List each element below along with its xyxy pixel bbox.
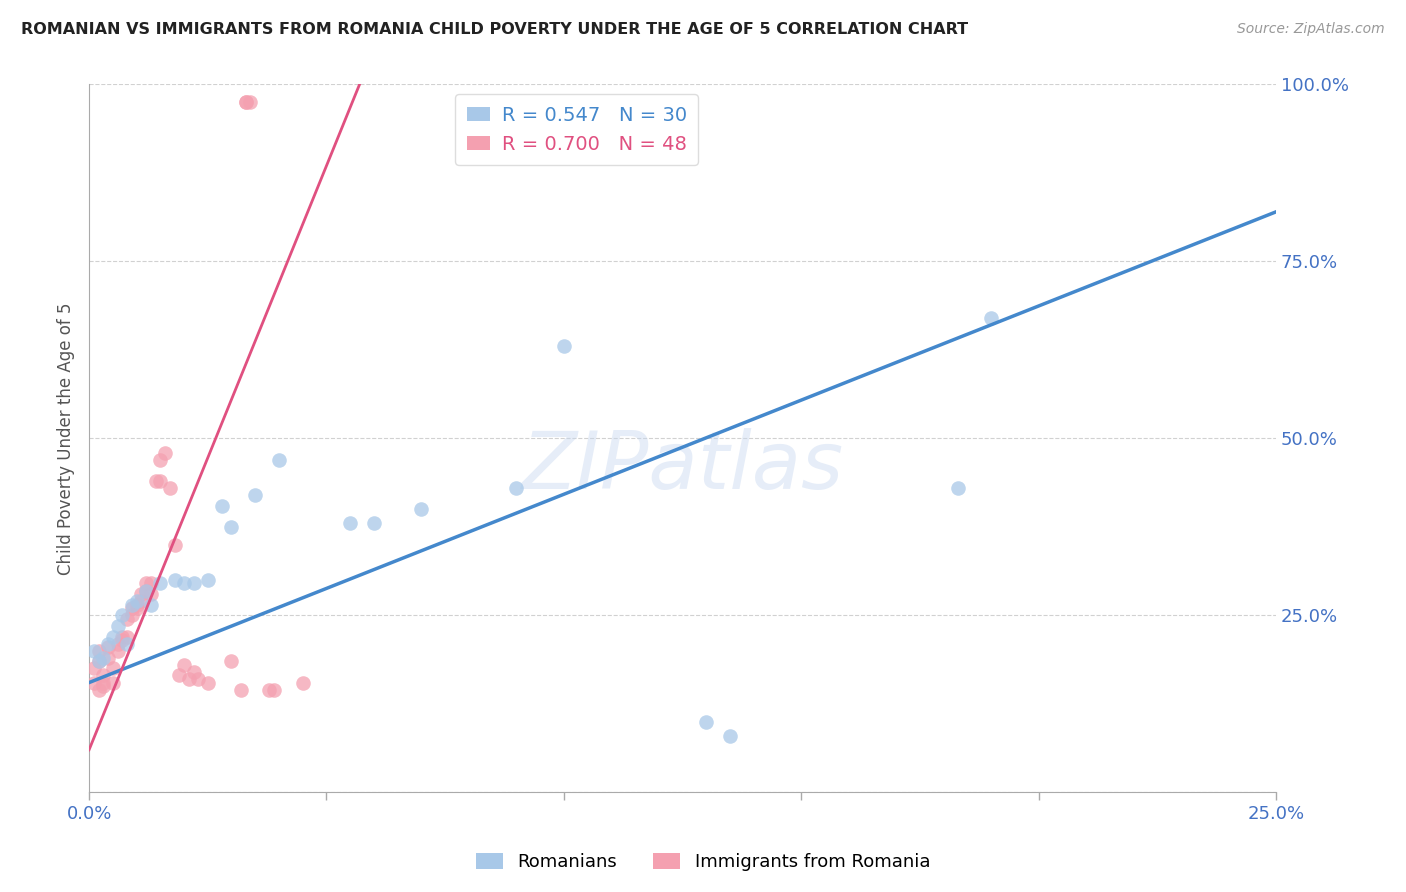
Point <box>91 675 114 690</box>
Point <box>135 583 157 598</box>
Point <box>145 474 167 488</box>
Point <box>505 481 527 495</box>
Point <box>263 682 285 697</box>
Point <box>121 601 143 615</box>
Point <box>107 644 129 658</box>
Point <box>339 516 361 531</box>
Point <box>245 488 267 502</box>
Point <box>125 598 148 612</box>
Point <box>91 679 114 693</box>
Point <box>91 668 114 682</box>
Point <box>139 598 162 612</box>
Point <box>87 654 110 668</box>
Point <box>980 311 1002 326</box>
Point <box>121 598 143 612</box>
Point <box>221 520 243 534</box>
Point <box>363 516 385 531</box>
Point <box>115 612 138 626</box>
Point <box>97 637 120 651</box>
Point <box>159 481 181 495</box>
Point <box>101 630 124 644</box>
Point <box>259 682 281 697</box>
Point <box>97 650 120 665</box>
Text: ROMANIAN VS IMMIGRANTS FROM ROMANIA CHILD POVERTY UNDER THE AGE OF 5 CORRELATION: ROMANIAN VS IMMIGRANTS FROM ROMANIA CHIL… <box>21 22 969 37</box>
Point <box>135 576 157 591</box>
Point <box>695 714 717 729</box>
Point <box>111 633 134 648</box>
Point <box>111 608 134 623</box>
Point <box>173 657 195 672</box>
Point <box>187 672 209 686</box>
Point <box>101 661 124 675</box>
Point <box>149 474 172 488</box>
Point <box>139 576 162 591</box>
Point <box>83 661 105 675</box>
Point <box>125 601 148 615</box>
Point <box>91 650 114 665</box>
Point <box>163 537 186 551</box>
Point <box>267 452 290 467</box>
Point <box>111 630 134 644</box>
Point <box>211 499 233 513</box>
Point <box>173 576 195 591</box>
Point <box>129 587 152 601</box>
Point <box>197 573 219 587</box>
Point <box>149 452 172 467</box>
Point <box>183 665 205 679</box>
Text: ZIPatlas: ZIPatlas <box>522 427 844 506</box>
Point <box>97 640 120 655</box>
Point <box>101 675 124 690</box>
Point <box>87 682 110 697</box>
Point <box>291 675 314 690</box>
Point <box>718 729 741 743</box>
Point <box>115 637 138 651</box>
Point <box>139 587 162 601</box>
Point <box>107 619 129 633</box>
Point <box>121 608 143 623</box>
Legend: Romanians, Immigrants from Romania: Romanians, Immigrants from Romania <box>468 846 938 879</box>
Legend: R = 0.547   N = 30, R = 0.700   N = 48: R = 0.547 N = 30, R = 0.700 N = 48 <box>456 95 699 165</box>
Text: Source: ZipAtlas.com: Source: ZipAtlas.com <box>1237 22 1385 37</box>
Point <box>197 675 219 690</box>
Point <box>235 95 257 110</box>
Point <box>115 630 138 644</box>
Point <box>129 594 152 608</box>
Point <box>153 445 176 459</box>
Point <box>107 637 129 651</box>
Point <box>83 644 105 658</box>
Point <box>946 481 969 495</box>
Point <box>83 675 105 690</box>
Point <box>87 654 110 668</box>
Point <box>411 502 433 516</box>
Point <box>177 672 200 686</box>
Point <box>553 339 575 353</box>
Point <box>135 583 157 598</box>
Point <box>149 576 172 591</box>
Point <box>229 682 252 697</box>
Point <box>169 668 191 682</box>
Point <box>235 95 257 110</box>
Y-axis label: Child Poverty Under the Age of 5: Child Poverty Under the Age of 5 <box>58 302 75 574</box>
Point <box>239 95 262 110</box>
Point <box>183 576 205 591</box>
Point <box>87 644 110 658</box>
Point <box>163 573 186 587</box>
Point <box>221 654 243 668</box>
Point <box>125 594 148 608</box>
